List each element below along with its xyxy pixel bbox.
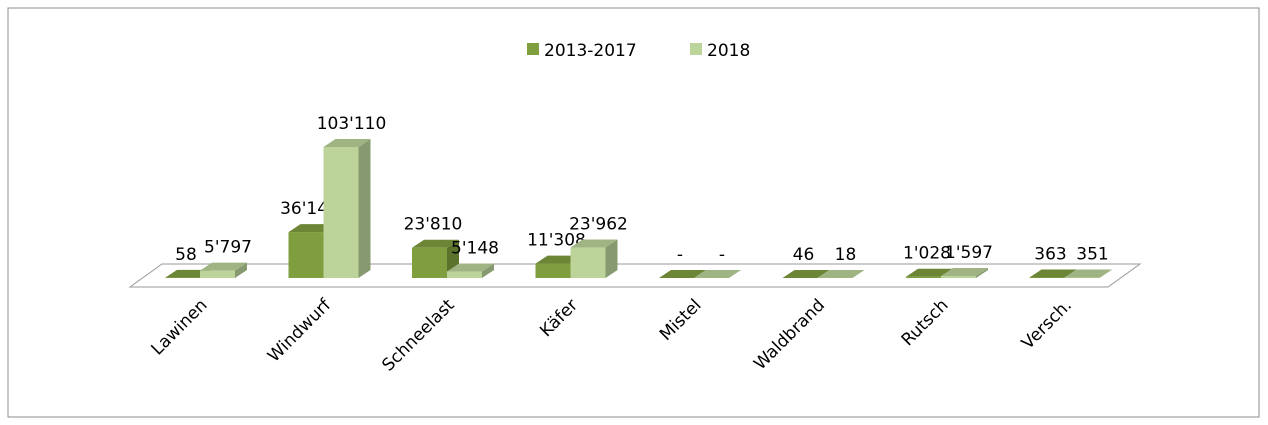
legend-swatch xyxy=(690,43,702,55)
bar-side xyxy=(605,239,618,278)
bar xyxy=(447,271,482,278)
bar xyxy=(570,247,606,278)
bar-top xyxy=(1029,269,1077,278)
legend-label: 2018 xyxy=(707,41,750,61)
bar-top xyxy=(941,267,988,276)
bar xyxy=(412,247,447,278)
data-label: 1'028 xyxy=(903,244,951,264)
bar xyxy=(535,263,571,278)
data-label: 23'810 xyxy=(404,215,463,235)
chart-frame xyxy=(7,7,1260,418)
data-label: 5'148 xyxy=(451,238,499,258)
bar xyxy=(288,232,324,278)
data-label: 5'797 xyxy=(204,238,252,258)
bar xyxy=(200,270,235,278)
bar-top xyxy=(1064,269,1112,278)
bar-top xyxy=(817,269,865,278)
bar-top xyxy=(782,269,830,278)
data-label: - xyxy=(719,245,725,265)
data-label: 46 xyxy=(793,245,815,265)
bar-top xyxy=(200,262,247,271)
legend-swatch xyxy=(527,43,539,55)
data-label: 351 xyxy=(1076,245,1108,265)
bar xyxy=(941,275,976,278)
data-label: 18 xyxy=(835,245,857,265)
bar xyxy=(906,276,941,278)
bar-top xyxy=(906,268,953,277)
bar xyxy=(323,147,359,278)
data-label: 363 xyxy=(1034,245,1066,265)
data-label: 1'597 xyxy=(945,243,993,263)
data-label: 58 xyxy=(175,245,197,265)
data-label: - xyxy=(677,245,683,265)
legend-label: 2013-2017 xyxy=(544,41,637,61)
bar-top xyxy=(659,270,706,278)
bar-top xyxy=(323,139,371,147)
data-label: 103'110 xyxy=(317,114,387,134)
bar-top xyxy=(694,270,741,278)
bar-top xyxy=(412,239,459,248)
bar-side xyxy=(1099,269,1112,278)
bar-top xyxy=(570,239,618,248)
bar-top xyxy=(447,263,494,272)
bar-side xyxy=(976,267,988,278)
bar-side xyxy=(852,269,865,278)
data-label: 23'962 xyxy=(569,215,628,235)
bar-side xyxy=(235,262,247,278)
bar-side xyxy=(482,263,494,278)
data-label: 11'308 xyxy=(527,231,586,251)
floor xyxy=(128,263,1142,288)
bar-side xyxy=(358,139,371,278)
